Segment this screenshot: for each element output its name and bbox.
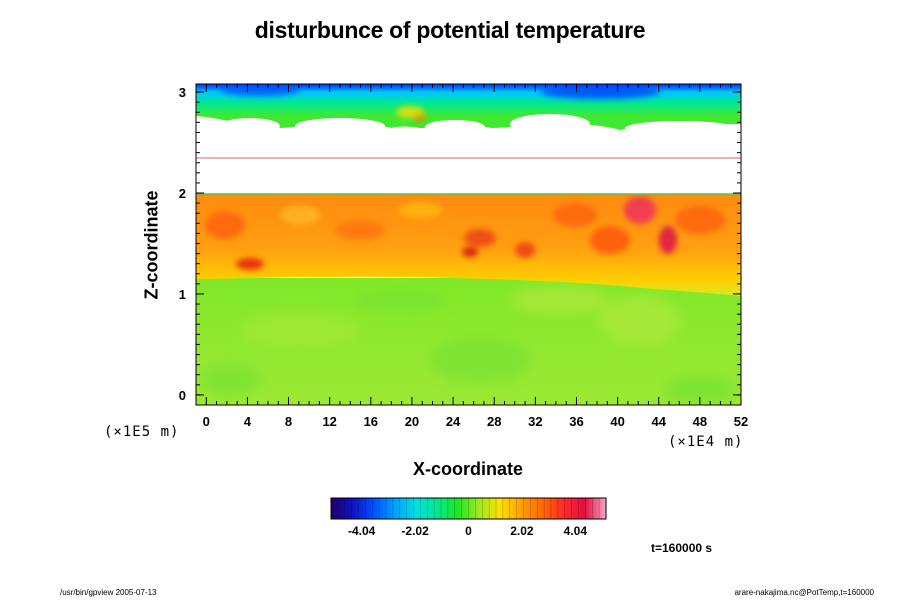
x-axis-scale-label: (×1E4 m) xyxy=(668,434,744,450)
x-axis-label: X-coordinate xyxy=(412,459,523,479)
x-tick-label: 20 xyxy=(405,414,419,429)
colorbar-tick-label: -4.04 xyxy=(348,524,376,538)
y-tick-label: 1 xyxy=(179,287,186,302)
heatmap-field xyxy=(196,84,741,405)
x-tick-label: 52 xyxy=(734,414,748,429)
y-tick-label: 0 xyxy=(179,388,186,403)
x-tick-label: 0 xyxy=(203,414,210,429)
x-tick-label: 36 xyxy=(569,414,583,429)
x-tick-label: 48 xyxy=(693,414,707,429)
x-tick-label: 28 xyxy=(487,414,501,429)
y-tick-label: 3 xyxy=(179,85,186,100)
colorbar-tick-label: 4.04 xyxy=(564,524,588,538)
colorbar: -4.04 -2.02 0 2.02 4.04 xyxy=(330,497,607,538)
footer-right: arare-nakajima.nc@PotTemp,t=160000 xyxy=(734,588,874,597)
y-axis-label: Z-coordinate xyxy=(141,190,162,300)
y-tick-label: 2 xyxy=(179,186,186,201)
colorbar-tick-label: 2.02 xyxy=(510,524,534,538)
x-tick-label: 4 xyxy=(244,414,252,429)
x-tick-label: 12 xyxy=(322,414,336,429)
footer-left: /usr/bin/gpview 2005-07-13 xyxy=(60,588,157,597)
heatmap-region-blank xyxy=(196,124,741,194)
x-tick-label: 40 xyxy=(610,414,624,429)
colorbar-tick-label: -2.02 xyxy=(401,524,429,538)
x-tick-label: 44 xyxy=(652,414,667,429)
x-tick-label: 8 xyxy=(285,414,292,429)
x-tick-label: 24 xyxy=(446,414,461,429)
chart-title: disturbunce of potential temperature xyxy=(254,17,646,43)
y-axis-scale-label: (×1E5 m) xyxy=(104,424,180,440)
heatmap-region-upper xyxy=(196,194,741,296)
time-label: t=160000 s xyxy=(651,541,713,555)
x-tick-label: 16 xyxy=(364,414,378,429)
x-tick-label: 32 xyxy=(528,414,542,429)
colorbar-gradient xyxy=(330,497,607,520)
colorbar-tick-label: 0 xyxy=(465,524,472,538)
plot-frame xyxy=(195,83,742,406)
axis-ticks xyxy=(195,84,742,406)
